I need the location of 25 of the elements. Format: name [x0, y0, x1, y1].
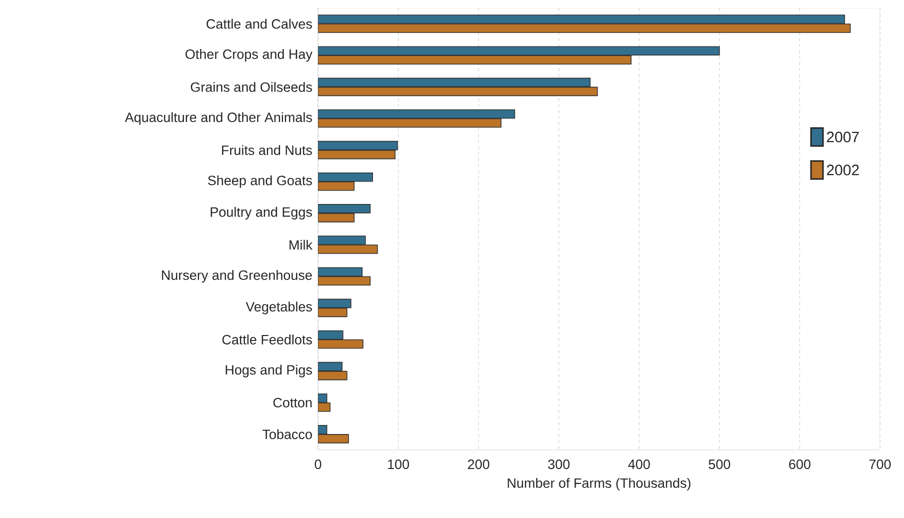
y-tick-label: Milk [290, 240, 312, 250]
y-tick-label: Cattle and Calves [206, 18, 312, 29]
y-tick-label: Vegetables [246, 302, 312, 314]
x-tick-label: 0 [314, 460, 322, 470]
y-tick-label: Grains and Oilseeds [190, 82, 312, 92]
y-tick-label: Aquaculture and Other Animals [124, 112, 312, 125]
y-tick-label: Cattle Feedlots [222, 334, 312, 344]
x-tick-label: 700 [869, 460, 891, 470]
x-tick-label: 400 [628, 460, 650, 470]
x-tick-label: 500 [708, 460, 730, 470]
x-tick-label: 100 [388, 460, 410, 470]
y-tick-label: Other Crops and Hay [186, 49, 312, 62]
y-tick-label: Poultry and Eggs [210, 206, 312, 220]
x-tick-label: 300 [548, 460, 570, 470]
x-tick-label: 200 [468, 460, 490, 470]
legend-label: 2002 [826, 164, 859, 176]
x-axis-title: Number of Farms (Thousands) [508, 478, 690, 491]
y-tick-label: Cotton [273, 398, 312, 408]
y-tick-label: Tobacco [262, 429, 312, 440]
y-tick-label: Nursery and Greenhouse [162, 270, 312, 283]
x-tick-label: 600 [789, 460, 810, 470]
y-tick-label: Sheep and Goats [208, 175, 312, 188]
y-tick-label: Hogs and Pigs [226, 364, 312, 378]
legend-label: 2007 [826, 132, 859, 142]
y-tick-label: Fruits and Nuts [222, 145, 312, 156]
